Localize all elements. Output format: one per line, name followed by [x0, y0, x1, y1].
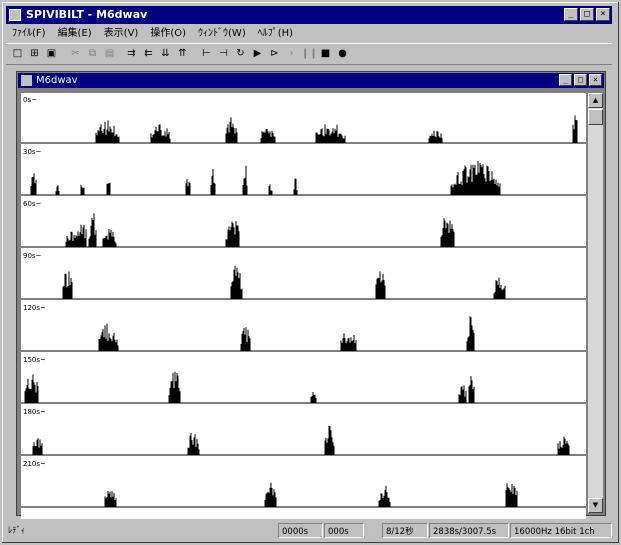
waveform-track[interactable]: 30s~ — [21, 148, 586, 196]
vertical-scrollbar[interactable]: ▲ ▼ — [588, 93, 603, 513]
pause-icon[interactable]: ❙❙ — [301, 48, 318, 59]
waveform-track[interactable]: 210s~ — [21, 460, 586, 508]
waveform-track[interactable]: 0s~ — [21, 96, 586, 144]
zoom-out-h-icon[interactable]: ⇇ — [144, 48, 153, 59]
waveform-track[interactable]: 120s~ — [21, 304, 586, 352]
status-field-format: 16000Hz 16bit 1ch — [510, 523, 612, 538]
menu-bar: ﾌｧｲﾙ(F) 編集(E) 表示(V) 操作(O) ｳｨﾝﾄﾞｳ(W) ﾍﾙﾌﾟ… — [6, 25, 612, 42]
track-time-label: 210s~ — [23, 460, 46, 468]
zoom-in-v-icon[interactable]: ⇊ — [161, 48, 170, 59]
app-title-bar[interactable]: SPIVIBILT - M6dwav _ □ × — [6, 6, 612, 24]
toolbar: □ ⊞ ▣ ✂ ⧉ ▤ ⇉ ⇇ ⇊ ⇈ ⊢ ⊣ ↻ ▶ ⊳ › ❙❙ ■ ● — [6, 43, 612, 65]
child-title-bar[interactable]: M6dwav _ □ × — [18, 73, 604, 88]
waveform-track[interactable]: 90s~ — [21, 252, 586, 300]
close-button[interactable]: × — [596, 8, 610, 21]
child-title: M6dwav — [36, 75, 78, 86]
track-time-label: 30s~ — [23, 148, 42, 156]
waveform-track[interactable]: 180s~ — [21, 408, 586, 456]
zoom-out-v-icon[interactable]: ⇈ — [178, 48, 187, 59]
menu-view[interactable]: 表示(V) — [103, 28, 139, 39]
waveform-canvas[interactable]: 0s~ 30s~ 60s~ 90s~ 120s~ 150s~ 180s~ 210s~ — [21, 93, 586, 519]
waveform-signal — [62, 265, 506, 299]
waveform-track[interactable]: 150s~ — [21, 356, 586, 404]
waveform-signal — [98, 316, 475, 351]
cut-icon[interactable]: ✂ — [71, 48, 80, 59]
track-time-label: 60s~ — [23, 200, 42, 208]
scroll-thumb[interactable] — [588, 109, 603, 125]
status-text: ﾚﾃﾞｨ — [8, 526, 26, 536]
status-field-position: 0000s — [278, 523, 323, 538]
record-icon[interactable]: ● — [338, 48, 347, 59]
waveform-signal — [30, 161, 501, 195]
track-time-label: 120s~ — [23, 304, 46, 312]
waveform-track[interactable]: 60s~ — [21, 200, 586, 248]
menu-file[interactable]: ﾌｧｲﾙ(F) — [12, 28, 46, 39]
waveform-signal — [95, 115, 578, 143]
menu-window[interactable]: ｳｨﾝﾄﾞｳ(W) — [198, 28, 246, 39]
menu-edit[interactable]: 編集(E) — [57, 28, 92, 39]
stop-icon[interactable]: ■ — [320, 48, 331, 59]
child-maximize-button[interactable]: □ — [574, 74, 587, 86]
app-icon[interactable] — [9, 9, 21, 21]
status-field-length: 000s — [324, 523, 364, 538]
paste-icon[interactable]: ▤ — [104, 48, 115, 59]
play-selection-icon[interactable]: ⊳ — [270, 48, 279, 59]
waveform-signal — [24, 371, 475, 403]
maximize-button[interactable]: □ — [580, 8, 594, 21]
open-file-icon[interactable]: ⊞ — [30, 48, 39, 59]
track-time-label: 150s~ — [23, 356, 46, 364]
track-time-label: 90s~ — [23, 252, 42, 260]
waveform-signal — [32, 425, 570, 455]
minimize-button[interactable]: _ — [564, 8, 578, 21]
status-field-time: 2838s/3007.5s — [429, 523, 509, 538]
loop-icon[interactable]: ↻ — [236, 48, 245, 59]
app-title: SPIVIBILT - M6dwav — [26, 8, 148, 21]
status-bar: ﾚﾃﾞｨ 0000s 000s 8/12秒 2838s/3007.5s 1600… — [6, 522, 614, 540]
step-icon[interactable]: › — [289, 48, 294, 59]
copy-icon[interactable]: ⧉ — [88, 48, 97, 59]
child-minimize-button[interactable]: _ — [559, 74, 572, 86]
mark-start-icon[interactable]: ⊢ — [202, 48, 211, 59]
play-icon[interactable]: ▶ — [253, 48, 262, 59]
scroll-down-button[interactable]: ▼ — [588, 498, 603, 513]
track-time-label: 180s~ — [23, 408, 46, 416]
waveform-signal — [104, 482, 518, 507]
menu-help[interactable]: ﾍﾙﾌﾟ(H) — [257, 28, 294, 39]
mark-end-icon[interactable]: ⊣ — [219, 48, 228, 59]
track-time-label: 0s~ — [23, 96, 37, 104]
scroll-up-button[interactable]: ▲ — [588, 93, 603, 108]
waveform-area[interactable]: 0s~ 30s~ 60s~ 90s~ 120s~ 150s~ 180s~ 210s~ — [21, 93, 586, 519]
child-window: M6dwav _ □ × 0s~ 30s~ 60s~ 90s~ 120s~ 150s~ 18… — [16, 71, 606, 519]
child-close-button[interactable]: × — [589, 74, 602, 86]
status-field-ratio: 8/12秒 — [382, 523, 428, 538]
waveform-signal — [65, 213, 455, 247]
document-icon[interactable] — [21, 75, 32, 86]
menu-operate[interactable]: 操作(O) — [150, 28, 187, 39]
new-file-icon[interactable]: □ — [12, 48, 23, 59]
save-file-icon[interactable]: ▣ — [46, 48, 57, 59]
zoom-in-h-icon[interactable]: ⇉ — [127, 48, 136, 59]
